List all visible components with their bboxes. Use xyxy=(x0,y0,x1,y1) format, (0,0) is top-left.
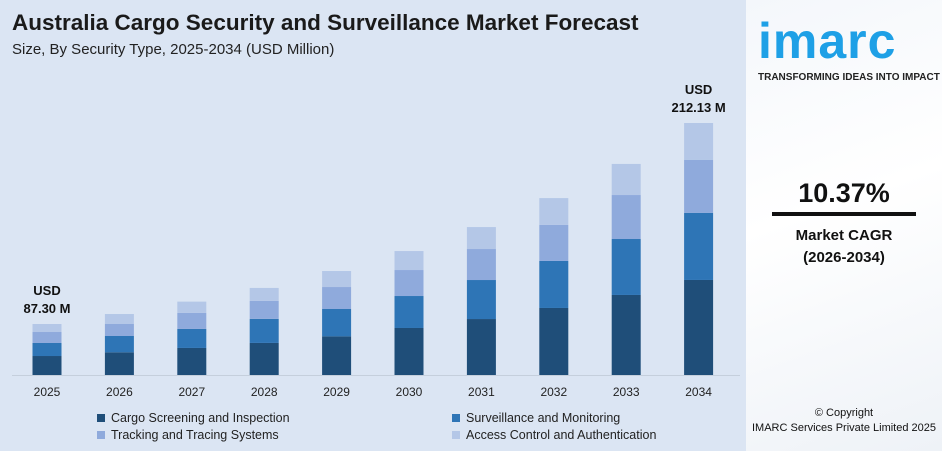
value-annotation-amount: 212.13 M xyxy=(671,100,725,115)
bar-segment-2033-3 xyxy=(611,163,641,196)
bar-segment-2029-1 xyxy=(322,309,352,337)
bar-segment-2031-1 xyxy=(466,280,496,320)
bar-segment-2026-1 xyxy=(104,335,134,353)
bar-segment-2027-1 xyxy=(177,328,207,348)
x-tick-label: 2026 xyxy=(106,385,133,399)
bar-segment-2032-1 xyxy=(539,260,569,308)
bar-segment-2034-3 xyxy=(684,123,714,160)
bar-segment-2034-1 xyxy=(684,212,714,280)
bar-segment-2027-0 xyxy=(177,347,207,375)
x-tick-label: 2031 xyxy=(468,385,495,399)
value-annotation-amount: 87.30 M xyxy=(24,301,71,316)
legend-item-2: Tracking and Tracing Systems xyxy=(97,428,279,442)
cagr-value: 10.37% xyxy=(798,178,890,208)
x-tick-label: 2034 xyxy=(685,385,712,399)
bar-segment-2028-3 xyxy=(249,287,279,301)
bar-segment-2029-2 xyxy=(322,287,352,310)
bar-segment-2028-2 xyxy=(249,300,279,319)
bar-segment-2026-3 xyxy=(104,314,134,324)
cagr-label: Market CAGR xyxy=(795,227,893,244)
legend-swatch xyxy=(97,414,105,422)
bar-segment-2030-3 xyxy=(394,251,424,271)
x-tick-label: 2027 xyxy=(178,385,205,399)
bar-segment-2028-0 xyxy=(249,342,279,375)
x-tick-label: 2028 xyxy=(251,385,278,399)
divider xyxy=(772,212,916,216)
chart-panel: Australia Cargo Security and Surveillanc… xyxy=(12,10,740,442)
bar-segment-2032-0 xyxy=(539,307,569,375)
x-tick-label: 2030 xyxy=(396,385,423,399)
bar-segment-2030-0 xyxy=(394,327,424,375)
chart-title: Australia Cargo Security and Surveillanc… xyxy=(12,10,639,35)
cagr-period: (2026-2034) xyxy=(803,249,885,266)
bar-segment-2034-0 xyxy=(684,279,714,375)
bar-segment-2025-2 xyxy=(32,332,62,343)
legend-swatch xyxy=(97,431,105,439)
legend-label: Access Control and Authentication xyxy=(466,428,657,442)
bar-segment-2033-1 xyxy=(611,239,641,295)
bar-segment-2033-2 xyxy=(611,195,641,240)
legend-swatch xyxy=(452,431,460,439)
value-annotation-currency: USD xyxy=(33,283,60,298)
x-tick-label: 2032 xyxy=(540,385,567,399)
chart-subtitle: Size, By Security Type, 2025-2034 (USD M… xyxy=(12,41,335,58)
value-annotation-currency: USD xyxy=(685,82,712,97)
bar-segment-2034-2 xyxy=(684,159,714,213)
bar-segment-2031-0 xyxy=(466,319,496,375)
legend-label: Surveillance and Monitoring xyxy=(466,411,621,425)
bar-segment-2026-2 xyxy=(104,323,134,336)
bar-segment-2027-3 xyxy=(177,301,207,313)
bar-segment-2027-2 xyxy=(177,312,207,329)
brand-tagline: TRANSFORMING IDEAS INTO IMPACT xyxy=(758,72,940,83)
legend-item-3: Access Control and Authentication xyxy=(452,428,656,442)
x-tick-label: 2025 xyxy=(34,385,61,399)
copyright-company: IMARC Services Private Limited 2025 xyxy=(751,422,936,434)
bar-segment-2025-0 xyxy=(32,356,62,375)
bar-segment-2029-0 xyxy=(322,336,352,375)
legend-label: Cargo Screening and Inspection xyxy=(111,411,290,425)
bar-segment-2029-3 xyxy=(322,271,352,288)
legend-label: Tracking and Tracing Systems xyxy=(111,428,279,442)
copyright-line: © Copyright xyxy=(814,407,874,419)
legend-item-0: Cargo Screening and Inspection xyxy=(97,411,290,425)
bar-segment-2032-3 xyxy=(539,198,569,225)
x-tick-label: 2029 xyxy=(323,385,350,399)
bar-segment-2032-2 xyxy=(539,224,569,261)
bar-segment-2031-3 xyxy=(466,227,496,250)
imarc-logo: imarc xyxy=(758,13,897,69)
bar-segment-2028-1 xyxy=(249,318,279,343)
bar-segment-2025-1 xyxy=(32,342,62,357)
side-panel: imarc TRANSFORMING IDEAS INTO IMPACT 10.… xyxy=(746,0,942,451)
bar-segment-2030-2 xyxy=(394,270,424,297)
legend-item-1: Surveillance and Monitoring xyxy=(452,411,620,425)
stacked-bar-chart: 2025 2026 2027 2028 2029 2030 2031 2032 2033 2034… xyxy=(12,82,740,399)
bar-segment-2025-3 xyxy=(32,324,62,333)
bar-segment-2030-1 xyxy=(394,296,424,328)
bar-segment-2026-0 xyxy=(104,352,134,375)
bar-segment-2033-0 xyxy=(611,294,641,375)
x-tick-label: 2033 xyxy=(613,385,640,399)
bar-segment-2031-2 xyxy=(466,249,496,281)
legend-swatch xyxy=(452,414,460,422)
